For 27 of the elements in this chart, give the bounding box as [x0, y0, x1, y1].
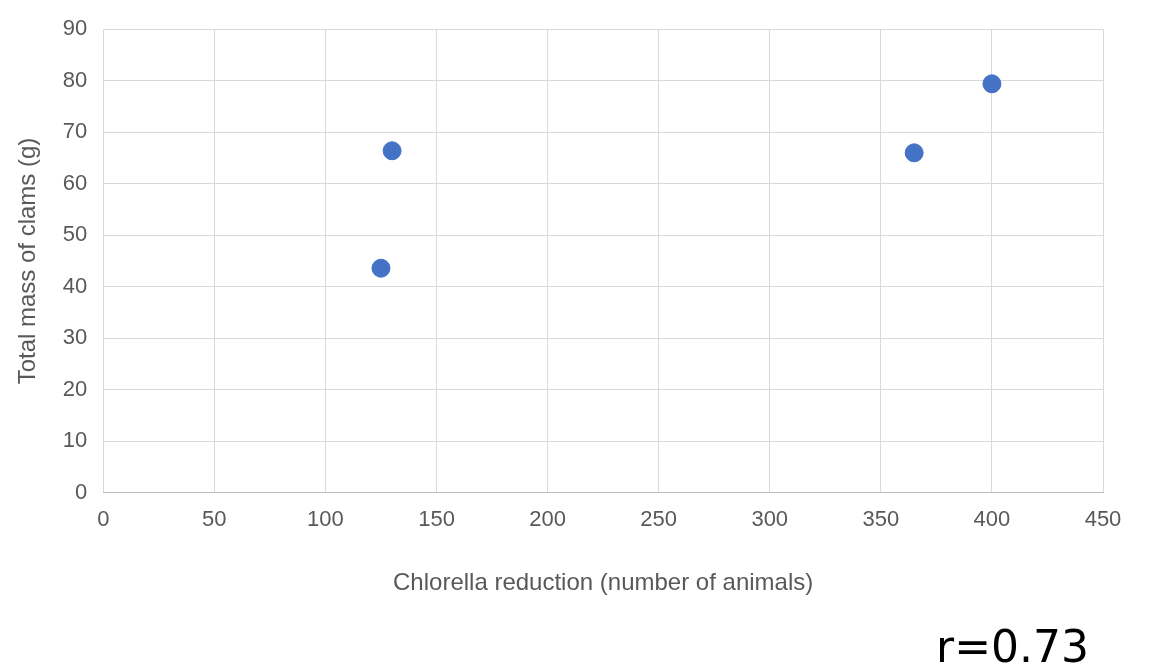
x-axis-title: Chlorella reduction (number of animals) [393, 568, 814, 596]
point [904, 143, 924, 163]
y-tick-label: 50 [62, 221, 88, 247]
point [382, 141, 402, 161]
y-axis-title: Total mass of clams (g) [13, 137, 41, 385]
y-tick-label: 60 [62, 169, 88, 195]
text: r=0.73 [936, 621, 1089, 672]
y-tick-label: 80 [62, 66, 88, 92]
point [982, 74, 1002, 94]
x-tick-label: 250 [640, 506, 678, 532]
x-tick-label: 150 [418, 506, 455, 532]
y-tick-label: 70 [62, 118, 88, 144]
x-tick-label: 350 [862, 506, 900, 532]
y-tick-label: 90 [62, 15, 88, 41]
x-tick-label: 400 [973, 506, 1011, 532]
x-tick-label: 50 [202, 506, 227, 532]
y-tick-label: 0 [75, 478, 88, 504]
y-tick-label: 40 [62, 272, 88, 298]
x-tick-label: 450 [1084, 506, 1122, 532]
x-tick-label: 300 [751, 506, 789, 532]
point [371, 258, 391, 278]
y-tick-label: 30 [62, 324, 88, 350]
x-tick-label: 0 [97, 506, 110, 532]
x-tick-label: 100 [307, 506, 344, 532]
y-tick-label: 20 [62, 375, 88, 401]
x-tick-label: 200 [529, 506, 566, 532]
y-tick-label: 10 [62, 427, 88, 453]
